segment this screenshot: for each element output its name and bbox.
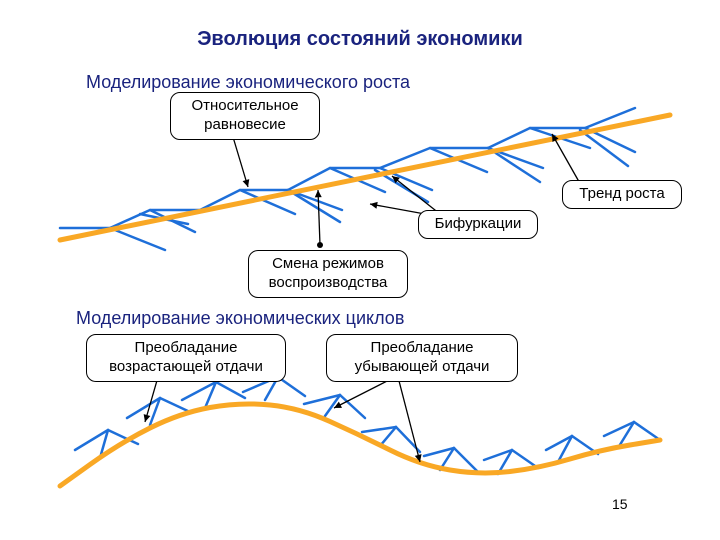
callout-bifurcations: Бифуркации xyxy=(418,210,538,239)
callout-regime-change: Смена режимоввоспроизводства xyxy=(248,250,408,298)
page-number: 15 xyxy=(612,496,628,512)
page: Эволюция состояний экономики Моделирован… xyxy=(0,0,720,540)
callout-rel-eq: Относительноеравновесие xyxy=(170,92,320,140)
callout-decreasing-returns: Преобладаниеубывающей отдачи xyxy=(326,334,518,382)
callout-increasing-returns: Преобладаниевозрастающей отдачи xyxy=(86,334,286,382)
callout-growth-trend: Тренд роста xyxy=(562,180,682,209)
